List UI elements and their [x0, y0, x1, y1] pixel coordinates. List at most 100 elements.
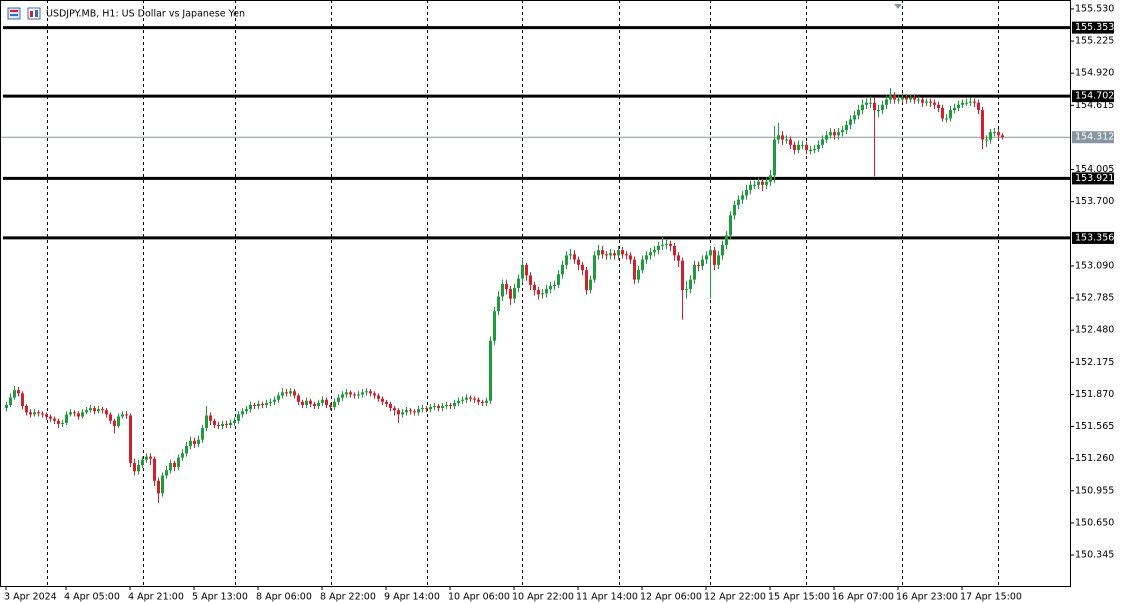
candle-body: [733, 204, 736, 216]
y-tick-label: 154.920: [1075, 68, 1114, 79]
candle-body: [673, 245, 676, 256]
candle-body: [361, 392, 364, 395]
candle-body: [385, 401, 388, 404]
candle-body: [481, 401, 484, 403]
candle-body: [773, 139, 776, 176]
shift-marker[interactable]: [894, 4, 902, 9]
candle-body: [13, 390, 16, 398]
candle-body: [593, 255, 596, 280]
candle-body: [69, 412, 72, 415]
candle-body: [105, 410, 108, 415]
candle-body: [545, 289, 548, 294]
candle-body: [849, 119, 852, 125]
candle-body: [529, 275, 532, 285]
y-tick-label: 150.955: [1075, 485, 1114, 496]
candle-body: [625, 254, 628, 256]
candle-body: [269, 401, 272, 403]
price-axis: 155.530 155.225 154.920 154.615 154.005 153.7…: [1070, 3, 1114, 561]
candle-body: [829, 132, 832, 136]
candle-body: [321, 399, 324, 403]
candle-body: [793, 144, 796, 151]
candle-body: [601, 250, 604, 255]
candle-body: [57, 420, 60, 424]
candle-body: [25, 406, 28, 413]
candle-body: [945, 118, 948, 120]
candle-body: [909, 97, 912, 100]
candle-body: [661, 244, 664, 246]
candle-body: [805, 144, 808, 151]
candle-body: [933, 102, 936, 105]
candle-body: [181, 453, 184, 458]
candle-body: [461, 399, 464, 401]
candle-body: [745, 190, 748, 196]
candle-body: [981, 110, 984, 140]
icon-detail: [10, 14, 18, 16]
candle-body: [941, 107, 944, 119]
candle-body: [925, 101, 928, 103]
candle-body: [201, 428, 204, 440]
candle-body: [121, 414, 124, 417]
candle-body: [613, 253, 616, 256]
candle-body: [857, 110, 860, 116]
candle-body: [233, 420, 236, 423]
candle-body: [433, 406, 436, 408]
last-price-box: [1072, 131, 1114, 144]
candle-body: [373, 393, 376, 396]
x-tick-label: 16 Apr 23:00: [896, 592, 958, 603]
candle-body: [289, 391, 292, 394]
candle-body: [49, 416, 52, 419]
candle-body: [177, 457, 180, 468]
icon-list[interactable]: [7, 7, 21, 20]
candle-body: [37, 412, 40, 414]
candle-body: [621, 250, 624, 255]
x-tick-label: 8 Apr 22:00: [320, 592, 376, 603]
y-tick-label: 150.650: [1075, 517, 1114, 528]
candle-body: [189, 440, 192, 447]
candle-body: [685, 289, 688, 291]
candle-body: [161, 475, 164, 494]
level-label-box: [1072, 21, 1114, 34]
icon-chart[interactable]: [27, 7, 41, 20]
candle-body: [649, 252, 652, 256]
candle-body: [185, 446, 188, 454]
candle-body: [581, 264, 584, 271]
candle-body: [317, 402, 320, 407]
y-tick-label: 154.615: [1075, 100, 1114, 111]
last-price-label: 154.312: [1075, 132, 1114, 143]
candle-body: [421, 408, 424, 410]
candle-body: [757, 181, 760, 185]
candle-body: [241, 411, 244, 415]
candle-body: [437, 406, 440, 409]
candle-body: [845, 124, 848, 131]
candle-body: [841, 130, 844, 133]
candle-body: [877, 110, 880, 112]
x-tick-label: 3 Apr 2024: [4, 592, 57, 603]
candle-body: [777, 135, 780, 140]
candle-body: [969, 101, 972, 103]
x-tick-label: 12 Apr 22:00: [704, 592, 766, 603]
x-tick-label: 10 Apr 22:00: [512, 592, 574, 603]
candle-body: [125, 414, 128, 416]
x-tick-label: 10 Apr 06:00: [448, 592, 510, 603]
candle-body: [597, 250, 600, 256]
candle-body: [149, 456, 152, 459]
candle-body: [293, 391, 296, 396]
candle-body: [381, 398, 384, 402]
candle-body: [221, 423, 224, 427]
candle-body: [341, 394, 344, 398]
candle-body: [377, 395, 380, 399]
candle-body: [561, 264, 564, 275]
candle-body: [325, 399, 328, 405]
candle-body: [897, 99, 900, 101]
candle-body: [677, 255, 680, 261]
candle-body: [965, 102, 968, 104]
level-label-box: [1072, 231, 1114, 244]
level-label: 153.921: [1075, 173, 1114, 184]
candle-body: [409, 410, 412, 412]
candle-body: [113, 420, 116, 427]
candle-body: [893, 95, 896, 100]
candle-body: [873, 102, 876, 111]
candle-body: [97, 409, 100, 412]
candle-body: [781, 135, 784, 140]
